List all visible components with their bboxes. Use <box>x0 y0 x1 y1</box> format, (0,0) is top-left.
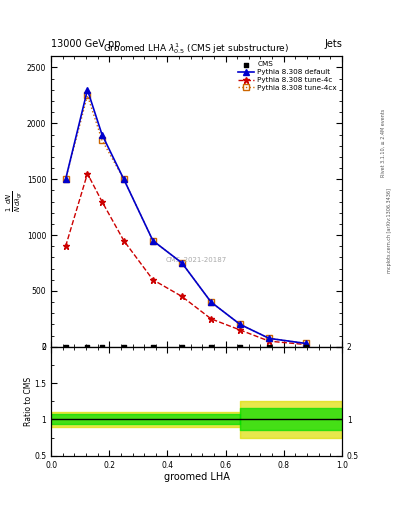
Pythia 8.308 default <box>303 340 308 347</box>
CMS <box>62 343 69 351</box>
Pythia 8.308 tune-4cx <box>209 299 213 305</box>
Pythia 8.308 tune-4cx <box>267 335 272 342</box>
Pythia 8.308 tune-4c <box>85 170 90 177</box>
Pythia 8.308 tune-4cx <box>303 340 308 347</box>
CMS <box>150 343 156 351</box>
X-axis label: groomed LHA: groomed LHA <box>163 472 230 482</box>
CMS <box>266 343 272 351</box>
Pythia 8.308 tune-4cx <box>180 260 184 266</box>
Pythia 8.308 tune-4c <box>100 199 105 205</box>
Pythia 8.308 tune-4c <box>209 316 213 322</box>
Pythia 8.308 tune-4c <box>238 327 242 333</box>
Pythia 8.308 tune-4c <box>151 276 155 283</box>
CMS <box>208 343 214 351</box>
Pythia 8.308 default <box>151 238 155 244</box>
Text: mcplots.cern.ch [arXiv:1306.3436]: mcplots.cern.ch [arXiv:1306.3436] <box>387 188 391 273</box>
Pythia 8.308 default <box>238 322 242 328</box>
Pythia 8.308 default <box>121 176 126 182</box>
Text: 13000 GeV pp: 13000 GeV pp <box>51 38 121 49</box>
CMS <box>99 343 105 351</box>
Pythia 8.308 tune-4cx <box>85 92 90 98</box>
Pythia 8.308 tune-4c <box>303 342 308 348</box>
Pythia 8.308 default <box>267 335 272 342</box>
Pythia 8.308 tune-4cx <box>238 322 242 328</box>
Y-axis label: Ratio to CMS: Ratio to CMS <box>24 377 33 426</box>
Pythia 8.308 tune-4c <box>267 338 272 344</box>
Pythia 8.308 default <box>85 87 90 93</box>
Pythia 8.308 default <box>209 299 213 305</box>
Pythia 8.308 tune-4c <box>63 243 68 249</box>
CMS <box>84 343 91 351</box>
Pythia 8.308 tune-4cx <box>121 176 126 182</box>
Pythia 8.308 default <box>100 132 105 138</box>
Pythia 8.308 tune-4c <box>180 293 184 300</box>
Pythia 8.308 default <box>180 260 184 266</box>
Title: Groomed LHA $\lambda^{1}_{0.5}$ (CMS jet substructure): Groomed LHA $\lambda^{1}_{0.5}$ (CMS jet… <box>103 41 290 56</box>
Text: CMS_2021-20187: CMS_2021-20187 <box>166 256 227 263</box>
Text: Rivet 3.1.10, ≥ 2.4M events: Rivet 3.1.10, ≥ 2.4M events <box>381 109 386 178</box>
Pythia 8.308 default <box>63 176 68 182</box>
CMS <box>179 343 185 351</box>
CMS <box>237 343 243 351</box>
Pythia 8.308 tune-4cx <box>151 238 155 244</box>
Legend: CMS, Pythia 8.308 default, Pythia 8.308 tune-4c, Pythia 8.308 tune-4cx: CMS, Pythia 8.308 default, Pythia 8.308 … <box>237 60 338 93</box>
Text: Jets: Jets <box>324 38 342 49</box>
Pythia 8.308 tune-4c <box>121 238 126 244</box>
CMS <box>303 343 309 351</box>
Y-axis label: $\frac{1}{N}\frac{dN}{d\lambda_{\rm gr}}$: $\frac{1}{N}\frac{dN}{d\lambda_{\rm gr}}… <box>5 190 26 212</box>
CMS <box>121 343 127 351</box>
Line: Pythia 8.308 tune-4cx: Pythia 8.308 tune-4cx <box>63 93 309 346</box>
Pythia 8.308 tune-4cx <box>63 176 68 182</box>
Line: Pythia 8.308 tune-4c: Pythia 8.308 tune-4c <box>62 170 309 348</box>
Pythia 8.308 tune-4cx <box>100 137 105 143</box>
Line: Pythia 8.308 default: Pythia 8.308 default <box>63 87 309 346</box>
